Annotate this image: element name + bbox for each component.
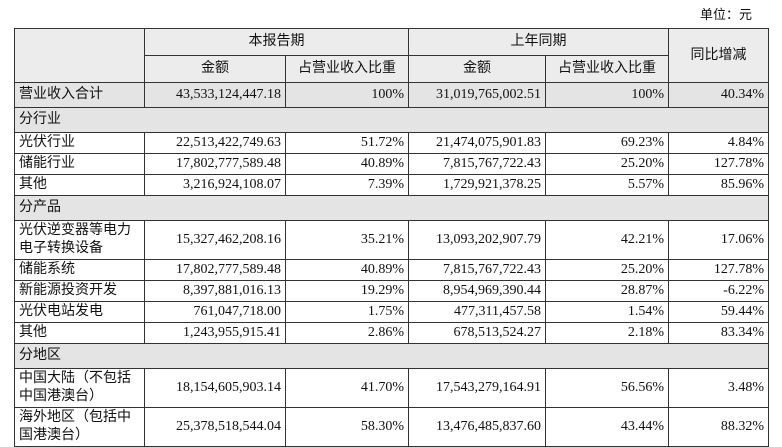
value-cell: 127.78% [668,153,769,175]
value-cell: 1.54% [545,301,669,323]
row-label: 储能系统 [14,259,145,281]
value-cell: 69.23% [545,132,669,154]
row-label: 光伏逆变器等电力电子转换设备 [14,220,145,260]
value-cell: 1,243,955,915.41 [144,322,286,344]
value-cell: 17,543,279,164.91 [408,368,546,408]
table-row: 其他 1,243,955,915.41 2.86% 678,513,524.27 2.1… [14,322,769,344]
value-cell: 8,397,881,016.13 [144,280,286,302]
value-cell: 7,815,767,722.43 [408,153,546,175]
value-cell: 5.57% [545,174,669,196]
header-cell: 占营业收入比重 [545,55,669,83]
value-cell: 56.56% [545,368,669,408]
value-cell: 7.39% [285,174,409,196]
value-cell: 40.89% [285,259,409,281]
table-row: 储能系统 17,802,777,589.48 40.89% 7,815,767,722… [14,259,769,281]
value-cell: 41.70% [285,368,409,408]
value-cell: 477,311,457.58 [408,301,546,323]
value-cell: 88.32% [668,407,769,447]
table-row: 光伏电站发电 761,047,718.00 1.75% 477,311,457.58 1… [14,301,769,323]
table-row: 分地区 [14,343,769,369]
section-label: 分行业 [14,107,769,133]
revenue-table: 本报告期 上年同期 同比增减 金额 占营业收入比重 金额 占营业收入比重 营业收… [14,28,769,447]
row-label: 中国大陆（不包括中国港澳台） [14,368,145,408]
value-cell: 43.44% [545,407,669,447]
table-row: 其他 3,216,924,108.07 7.39% 1,729,921,378.25 5… [14,174,769,196]
value-cell: 13,476,485,837.60 [408,407,546,447]
table-row: 光伏行业 22,513,422,749.63 51.72% 21,474,075,90… [14,132,769,154]
value-cell: 1.75% [285,301,409,323]
value-cell: 2.86% [285,322,409,344]
value-cell: 40.89% [285,153,409,175]
header-cell: 同比增减 [668,28,769,83]
value-cell: 25.20% [545,259,669,281]
value-cell: 51.72% [285,132,409,154]
value-cell: 100% [545,82,669,108]
section-label: 分地区 [14,343,769,369]
table-body: 营业收入合计 43,533,124,447.18 100% 31,019,765,00… [14,82,769,447]
value-cell: 7,815,767,722.43 [408,259,546,281]
value-cell: 17.06% [668,220,769,260]
value-cell: 13,093,202,907.79 [408,220,546,260]
value-cell: 25.20% [545,153,669,175]
table-row: 储能行业 17,802,777,589.48 40.89% 7,815,767,722… [14,153,769,175]
row-label: 海外地区（包括中国港澳台） [14,407,145,447]
header-cell: 金额 [144,55,286,83]
value-cell: 3,216,924,108.07 [144,174,286,196]
row-label: 新能源投资开发 [14,280,145,302]
row-label: 其他 [14,322,145,344]
value-cell: 58.30% [285,407,409,447]
value-cell: 35.21% [285,220,409,260]
table-row: 海外地区（包括中国港澳台） 25,378,518,544.04 58.30% 13,4… [14,407,769,447]
value-cell: 85.96% [668,174,769,196]
row-label: 其他 [14,174,145,196]
value-cell: 678,513,524.27 [408,322,546,344]
value-cell: 8,954,969,390.44 [408,280,546,302]
header-cell: 金额 [408,55,546,83]
value-cell: 127.78% [668,259,769,281]
row-label: 储能行业 [14,153,145,175]
unit-label: 单位：元 [699,7,752,22]
header-cell [14,28,145,83]
value-cell: -6.22% [668,280,769,302]
value-cell: 42.21% [545,220,669,260]
row-label: 营业收入合计 [14,82,145,108]
page: 单位：元 本报告期 上年同期 同比增减 金额 占营业收入比重 金额 占营业收入比… [14,7,769,447]
table-row: 光伏逆变器等电力电子转换设备 15,327,462,208.16 35.21% 13,… [14,220,769,260]
value-cell: 4.84% [668,132,769,154]
header-group: 上年同期 [408,28,669,56]
value-cell: 2.18% [545,322,669,344]
row-label: 光伏电站发电 [14,301,145,323]
header-cell: 占营业收入比重 [285,55,409,83]
table-row: 分行业 [14,107,769,133]
value-cell: 40.34% [668,82,769,108]
value-cell: 761,047,718.00 [144,301,286,323]
value-cell: 15,327,462,208.16 [144,220,286,260]
value-cell: 100% [285,82,409,108]
section-label: 分产品 [14,195,769,221]
table-row: 分产品 [14,195,769,221]
row-label: 光伏行业 [14,132,145,154]
value-cell: 17,802,777,589.48 [144,153,286,175]
value-cell: 1,729,921,378.25 [408,174,546,196]
value-cell: 19.29% [285,280,409,302]
value-cell: 18,154,605,903.14 [144,368,286,408]
value-cell: 43,533,124,447.18 [144,82,286,108]
value-cell: 22,513,422,749.63 [144,132,286,154]
table-row: 新能源投资开发 8,397,881,016.13 19.29% 8,954,969,3… [14,280,769,302]
value-cell: 31,019,765,002.51 [408,82,546,108]
value-cell: 83.34% [668,322,769,344]
value-cell: 59.44% [668,301,769,323]
header-group: 本报告期 [144,28,409,56]
value-cell: 21,474,075,901.83 [408,132,546,154]
table-row: 营业收入合计 43,533,124,447.18 100% 31,019,765,00… [14,82,769,108]
value-cell: 28.87% [545,280,669,302]
value-cell: 25,378,518,544.04 [144,407,286,447]
value-cell: 17,802,777,589.48 [144,259,286,281]
value-cell: 3.48% [668,368,769,408]
table-row: 中国大陆（不包括中国港澳台） 18,154,605,903.14 41.70% 17,… [14,368,769,408]
